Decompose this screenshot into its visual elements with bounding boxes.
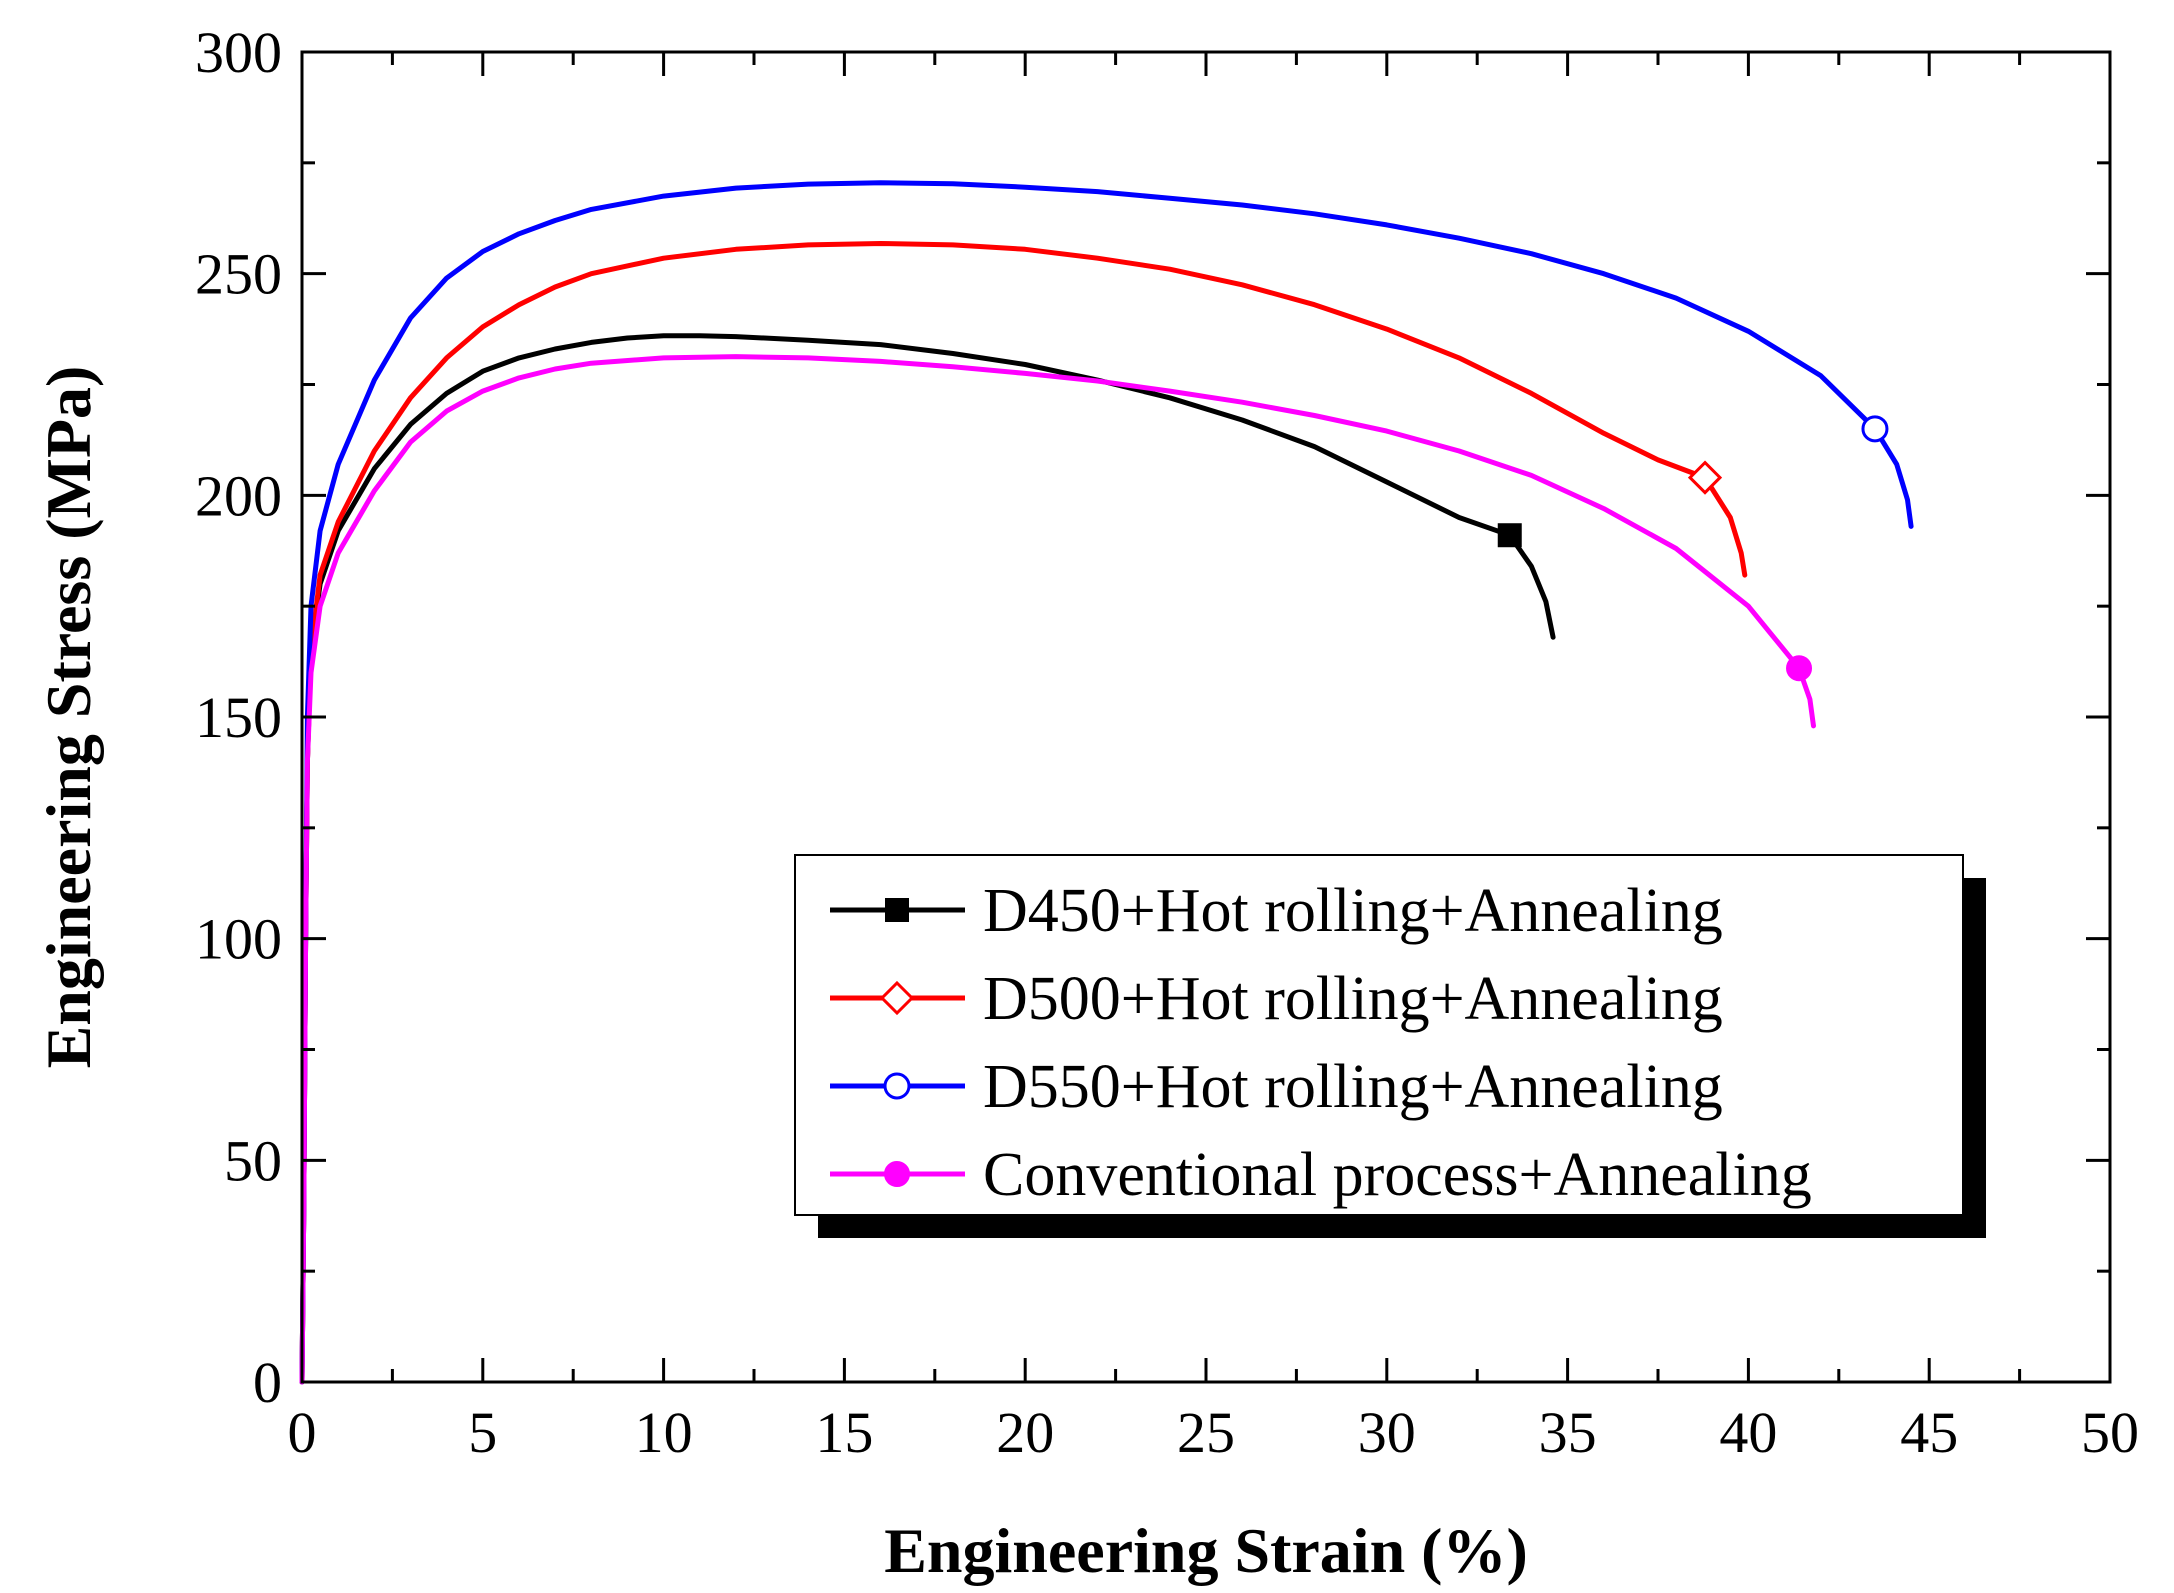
series-marker-d550-hot-rolling-annealing <box>1861 415 1889 443</box>
x-tick-label: 5 <box>468 1400 497 1465</box>
series-marker-d450-hot-rolling-annealing <box>1497 523 1522 548</box>
y-tick-label: 50 <box>224 1128 282 1193</box>
legend-marker-d500-hot-rolling-annealing <box>879 980 915 1016</box>
legend-marker-d550-hot-rolling-annealing <box>883 1072 911 1100</box>
series-line-conventional-process-annealing <box>299 354 1816 1385</box>
legend-label-d550-hot-rolling-annealing: D550+Hot rolling+Annealing <box>983 1053 1723 1121</box>
legend-marker-conventional-process-annealing <box>884 1161 910 1187</box>
x-tick-label: 50 <box>2081 1400 2139 1465</box>
legend-label-d450-hot-rolling-annealing: D450+Hot rolling+Annealing <box>983 877 1723 945</box>
x-tick-label: 40 <box>1719 1400 1777 1465</box>
y-tick-label: 0 <box>253 1350 282 1415</box>
x-tick-label: 20 <box>996 1400 1054 1465</box>
y-axis-title: Engineering Stress (MPa) <box>33 366 104 1069</box>
series-marker-d500-hot-rolling-annealing <box>1687 460 1723 495</box>
series-marker-conventional-process-annealing <box>1786 655 1813 682</box>
legend-marker-d450-hot-rolling-annealing <box>885 898 909 922</box>
x-tick-label: 45 <box>1900 1400 1958 1465</box>
y-tick-label: 250 <box>195 242 282 307</box>
series-line-d550-hot-rolling-annealing <box>299 180 1914 1385</box>
series-line-d500-hot-rolling-annealing <box>299 241 1748 1385</box>
x-tick-label: 15 <box>815 1400 873 1465</box>
series-line-d450-hot-rolling-annealing <box>299 333 1556 1385</box>
y-tick-label: 200 <box>195 463 282 528</box>
legend-box <box>794 854 1964 1216</box>
legend-label-d500-hot-rolling-annealing: D500+Hot rolling+Annealing <box>983 965 1723 1033</box>
y-tick-label: 100 <box>195 907 282 972</box>
x-tick-label: 10 <box>635 1400 693 1465</box>
y-tick-label: 300 <box>195 20 282 85</box>
x-tick-label: 0 <box>288 1400 317 1465</box>
x-tick-label: 25 <box>1177 1400 1235 1465</box>
x-tick-label: 35 <box>1539 1400 1597 1465</box>
legend-label-conventional-process-annealing: Conventional process+Annealing <box>983 1141 1812 1209</box>
x-axis-title: Engineering Strain (%) <box>884 1515 1528 1586</box>
x-tick-label: 30 <box>1358 1400 1416 1465</box>
y-tick-label: 150 <box>195 685 282 750</box>
